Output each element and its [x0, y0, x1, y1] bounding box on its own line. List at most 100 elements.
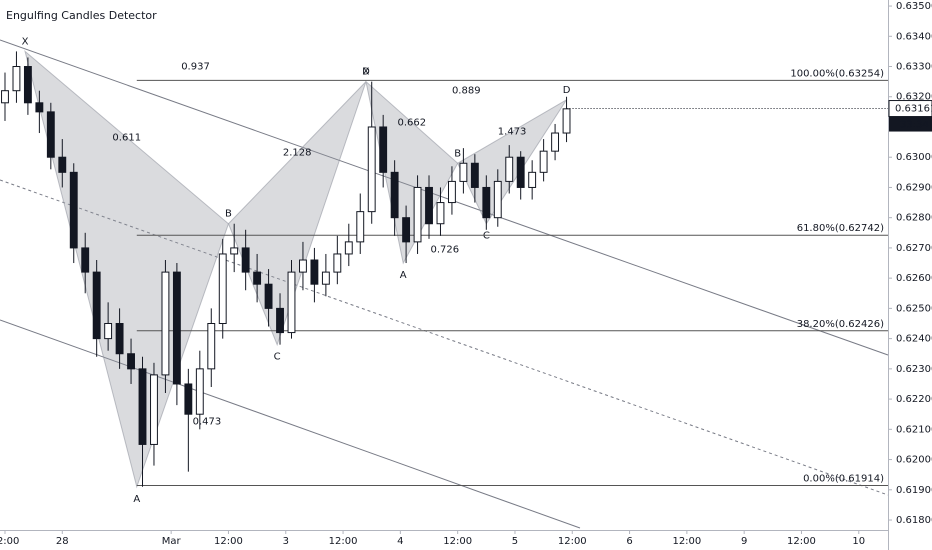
pattern-point-label: B: [454, 148, 461, 159]
candle-body: [436, 202, 445, 225]
candle-body: [92, 271, 101, 340]
x-tick-label: 4: [397, 536, 403, 547]
y-tick-label: 0.63500: [896, 1, 932, 12]
x-tick-label: 10: [852, 536, 865, 547]
candle-body: [562, 108, 571, 134]
x-tick-label: 12:00: [443, 536, 472, 547]
candle-body: [493, 180, 502, 219]
candle-body: [390, 171, 399, 219]
x-tick-label: 28: [56, 536, 69, 547]
candle-body: [184, 383, 193, 415]
candle-body: [264, 283, 273, 309]
last-price-label: 0.63161: [895, 104, 932, 115]
candle-body: [58, 156, 67, 173]
candle-body: [516, 156, 525, 188]
candle-body: [356, 211, 365, 243]
pattern-point-label: X: [22, 36, 29, 47]
candle-body: [195, 368, 204, 415]
pattern-ratio: 2.128: [283, 148, 312, 159]
candle-body: [35, 102, 44, 113]
candle-body: [413, 186, 422, 243]
candle-body: [539, 150, 548, 173]
candle-body: [150, 374, 158, 445]
x-tick-label: 3: [283, 536, 289, 547]
x-tick-label: 12:00: [0, 536, 19, 547]
candle-body: [172, 271, 181, 385]
channel-middle: [0, 179, 889, 496]
pattern-ratio: 1.473: [498, 127, 527, 138]
candle-body: [46, 111, 55, 158]
candle-body: [287, 271, 296, 334]
candle-body: [344, 241, 353, 255]
pattern-point-label: D: [362, 67, 370, 78]
pattern-point-label: X: [363, 67, 370, 78]
x-tick-label: 12:00: [214, 536, 243, 547]
fib-label: 61.80%(0.62742): [797, 223, 884, 234]
pattern-ratio: 0.889: [452, 86, 481, 97]
candle-body: [402, 217, 411, 243]
countdown-label: 33:34: [900, 120, 929, 131]
candle-body: [241, 247, 250, 273]
pattern-point-label: B: [225, 209, 232, 220]
candle-body: [482, 186, 491, 219]
pattern-triangle: [227, 81, 367, 347]
candle-body: [299, 259, 307, 273]
candle-body: [528, 171, 537, 188]
x-tick-label: 5: [512, 536, 518, 547]
pattern-point-label: A: [400, 270, 407, 281]
channel-upper: [0, 39, 889, 356]
x-tick-label: 12:00: [672, 536, 701, 547]
candle-body: [333, 253, 342, 273]
candle-body: [207, 323, 216, 370]
candle-body: [104, 323, 113, 340]
x-tick-label: Mar: [162, 536, 182, 547]
candle-body: [459, 162, 468, 182]
candle-body: [127, 353, 135, 370]
candle-body: [230, 247, 239, 255]
pattern-point-label: C: [483, 231, 490, 242]
candle-body: [1, 90, 9, 104]
candle-body: [115, 323, 124, 355]
pattern-ratio: 0.662: [398, 117, 427, 128]
candle-body: [379, 126, 388, 173]
pattern-point-label: A: [133, 494, 140, 505]
pattern-point-label: D: [563, 85, 571, 96]
candle-body: [23, 66, 32, 104]
x-tick-label: 9: [741, 536, 747, 547]
candle-body: [218, 253, 227, 325]
candle-body: [321, 271, 330, 285]
candle-body: [276, 307, 284, 334]
candle-body: [425, 186, 433, 225]
fib-label: 0.00%(0.61914): [803, 474, 884, 485]
candle-body: [69, 171, 78, 249]
pattern-ratio: 0.611: [112, 133, 141, 144]
x-tick-label: 12:00: [787, 536, 816, 547]
chart-title: Engulfing Candles Detector: [6, 9, 157, 22]
candle-body: [81, 247, 90, 273]
pattern-ratio: 0.937: [181, 62, 210, 73]
countdown-box: [889, 116, 932, 132]
candle-body: [253, 271, 262, 285]
x-tick-label: 12:00: [329, 536, 358, 547]
candle-body: [367, 126, 376, 213]
candle-body: [138, 368, 147, 445]
candle-body: [505, 156, 514, 182]
